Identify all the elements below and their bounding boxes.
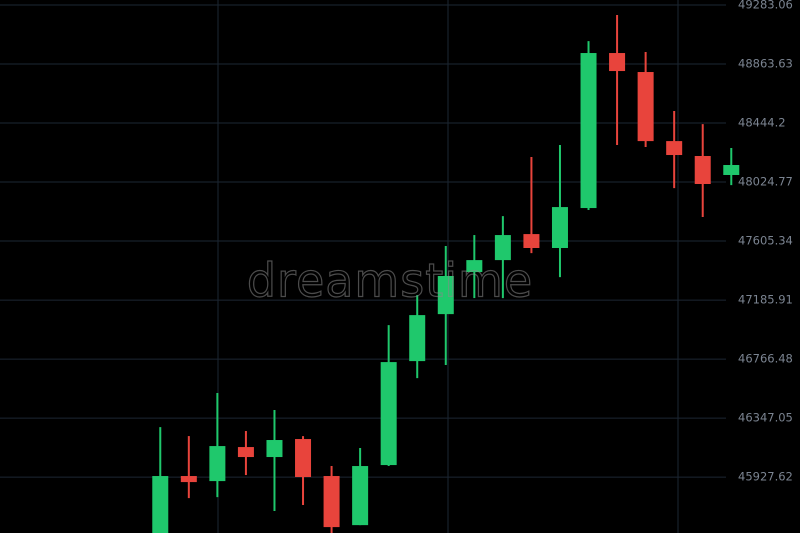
candle-body <box>580 53 597 209</box>
candle-body <box>637 72 654 142</box>
candle-body <box>466 260 483 273</box>
y-tick-label: 47605.34 <box>738 234 793 248</box>
y-tick-label: 48024.77 <box>738 175 793 189</box>
candle-body <box>523 234 540 249</box>
candle-body <box>209 446 226 482</box>
candle-body <box>409 315 426 362</box>
y-tick-label: 47185.91 <box>738 293 793 307</box>
candle-body <box>380 362 397 466</box>
candle-body <box>323 476 340 528</box>
candle-body <box>295 439 312 478</box>
y-tick-label: 49283.06 <box>738 0 793 12</box>
candle-body <box>352 466 369 526</box>
y-tick-label: 46347.05 <box>738 411 793 425</box>
candle-body <box>494 235 511 261</box>
y-tick-label: 46766.48 <box>738 352 793 366</box>
candle-body <box>723 165 740 175</box>
watermark: dreamstime <box>247 254 533 308</box>
candle-body <box>180 476 197 483</box>
y-tick-label: 48444.2 <box>738 116 786 130</box>
candle-body <box>437 275 454 315</box>
candle-body <box>666 141 683 156</box>
candle-body <box>266 440 283 458</box>
candle-body <box>609 53 626 72</box>
candle-body <box>694 156 711 184</box>
candle-body <box>237 447 254 458</box>
candle-body <box>152 476 169 533</box>
candle-body <box>551 207 568 249</box>
grid <box>0 4 726 478</box>
y-axis: 45927.62 46347.05 46766.48 47185.91 47605.34… <box>738 0 793 484</box>
y-tick-label: 48863.63 <box>738 57 793 71</box>
candles <box>152 15 740 533</box>
y-tick-label: 45927.62 <box>738 470 793 484</box>
